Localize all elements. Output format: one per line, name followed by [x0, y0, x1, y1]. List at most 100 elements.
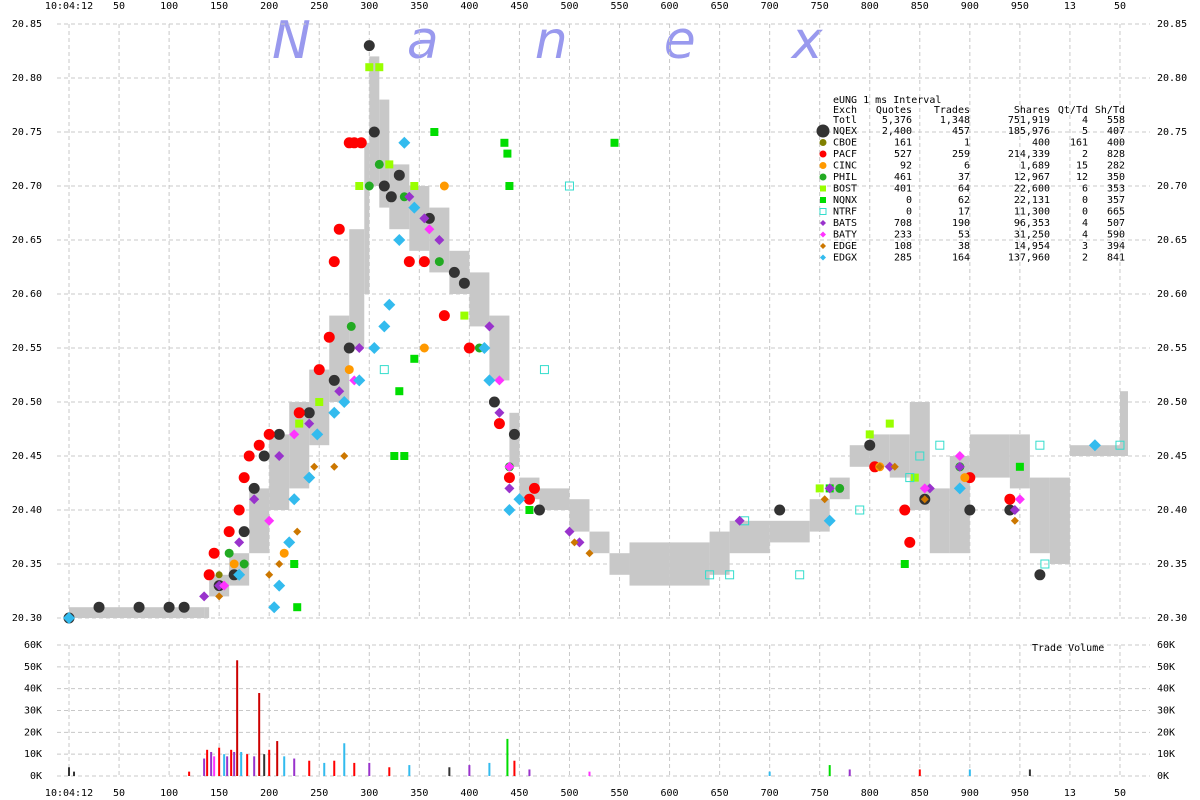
trade-point: [390, 452, 399, 460]
legend-marker: [819, 139, 827, 146]
trade-point: [424, 224, 435, 235]
x-tick-label: 950: [1011, 788, 1029, 799]
trade-point: [954, 461, 965, 472]
trade-point: [419, 343, 429, 353]
trade-point: [268, 601, 281, 614]
trade-point: [410, 354, 419, 363]
y-tick-label: 20.75: [12, 127, 42, 138]
trade-point: [1004, 493, 1016, 505]
legend-cell: 507: [1107, 218, 1125, 229]
nbbo-band: [589, 531, 610, 554]
y-tick-label: 20.65: [1157, 235, 1187, 246]
trade-point: [503, 472, 515, 484]
trade-point: [295, 419, 304, 428]
trade-point: [924, 483, 935, 494]
trade-point: [224, 548, 234, 558]
trade-point: [343, 342, 355, 354]
volume-bar: [188, 771, 191, 776]
trade-point: [344, 365, 354, 375]
x-tick-label: 10:04:12: [45, 1, 93, 12]
legend-cell: 590: [1107, 230, 1125, 241]
trade-point: [334, 386, 345, 397]
trade-point: [375, 63, 384, 72]
volume-bar: [343, 743, 346, 776]
trade-point: [434, 257, 444, 267]
v-tick-label: 40K: [1157, 684, 1175, 695]
trade-point: [920, 495, 929, 504]
x-tick-label: 13: [1064, 1, 1076, 12]
nbbo-band: [539, 488, 570, 510]
nbbo-band: [669, 542, 710, 586]
trade-point: [960, 473, 970, 483]
trade-point: [203, 569, 215, 581]
trade-point: [585, 549, 594, 558]
trade-point: [273, 428, 285, 440]
trade-point: [378, 320, 391, 333]
legend-cell: 3: [1082, 241, 1088, 252]
trade-point: [705, 570, 715, 580]
trade-point: [448, 266, 460, 278]
trade-point: [774, 504, 786, 516]
trade-point: [315, 398, 324, 406]
trade-point: [1009, 505, 1020, 515]
volume-bar: [528, 769, 531, 776]
legend-cell: 62: [958, 195, 970, 206]
trade-point: [1010, 516, 1019, 525]
volume-bar: [236, 660, 239, 776]
legend-cell: 457: [952, 126, 970, 137]
volume-bar: [210, 751, 213, 776]
trade-point: [905, 473, 915, 483]
x-tick-label: 850: [911, 788, 929, 799]
nbbo-band: [1069, 445, 1110, 456]
volume-bar: [388, 767, 391, 776]
trade-point: [178, 601, 190, 613]
volume-bar: [513, 760, 516, 776]
volume-bar: [68, 767, 71, 776]
trade-point: [303, 471, 316, 484]
x-tick-label: 50: [113, 1, 125, 12]
legend-cell: 92: [900, 161, 912, 172]
volume-bar: [293, 758, 296, 776]
legend-cell: 2,400: [882, 126, 912, 137]
x-tick-label: 50: [1114, 788, 1126, 799]
legend-cell: 353: [1107, 184, 1125, 195]
legend-header: Quotes: [876, 105, 912, 116]
y-tick-label: 20.45: [12, 451, 42, 462]
volume-bar: [448, 767, 451, 776]
nbbo-band: [929, 488, 950, 554]
legend-cell: 4: [1082, 218, 1088, 229]
x-tick-label: 600: [661, 1, 679, 12]
x-tick-label: 250: [310, 788, 328, 799]
trade-point: [365, 63, 374, 72]
trade-point: [494, 375, 505, 386]
legend-cell: 407: [1107, 126, 1125, 137]
nbbo-band: [849, 445, 870, 467]
trade-point: [355, 137, 367, 149]
legend-cell: 190: [952, 218, 970, 229]
volume-bar: [588, 771, 591, 776]
legend-cell: 6: [964, 161, 970, 172]
legend-marker: [820, 197, 826, 203]
trade-point: [1034, 569, 1046, 581]
y-tick-label: 20.35: [12, 559, 42, 570]
trade-point: [333, 223, 345, 235]
legend-header: Exch: [833, 105, 857, 116]
volume-bar: [246, 754, 249, 776]
x-tick-label: 550: [610, 1, 628, 12]
trade-point: [564, 181, 574, 191]
volume-bar: [213, 756, 216, 776]
x-tick-label: 750: [811, 1, 829, 12]
y-tick-label: 20.50: [1157, 397, 1187, 408]
nbbo-band: [369, 56, 380, 187]
legend-cell: 161: [1070, 138, 1088, 149]
legend-header: Trades: [934, 105, 970, 116]
trade-point: [303, 407, 315, 419]
legend-cell: 164: [952, 253, 970, 264]
legend-cell: 214,339: [1008, 149, 1050, 160]
trade-point: [393, 169, 405, 181]
legend-cell: 2: [1082, 253, 1088, 264]
trade-point: [1015, 462, 1024, 471]
legend-cell: 15: [1076, 161, 1088, 172]
legend-cell: 38: [958, 241, 970, 252]
x-tick-label: 250: [310, 1, 328, 12]
